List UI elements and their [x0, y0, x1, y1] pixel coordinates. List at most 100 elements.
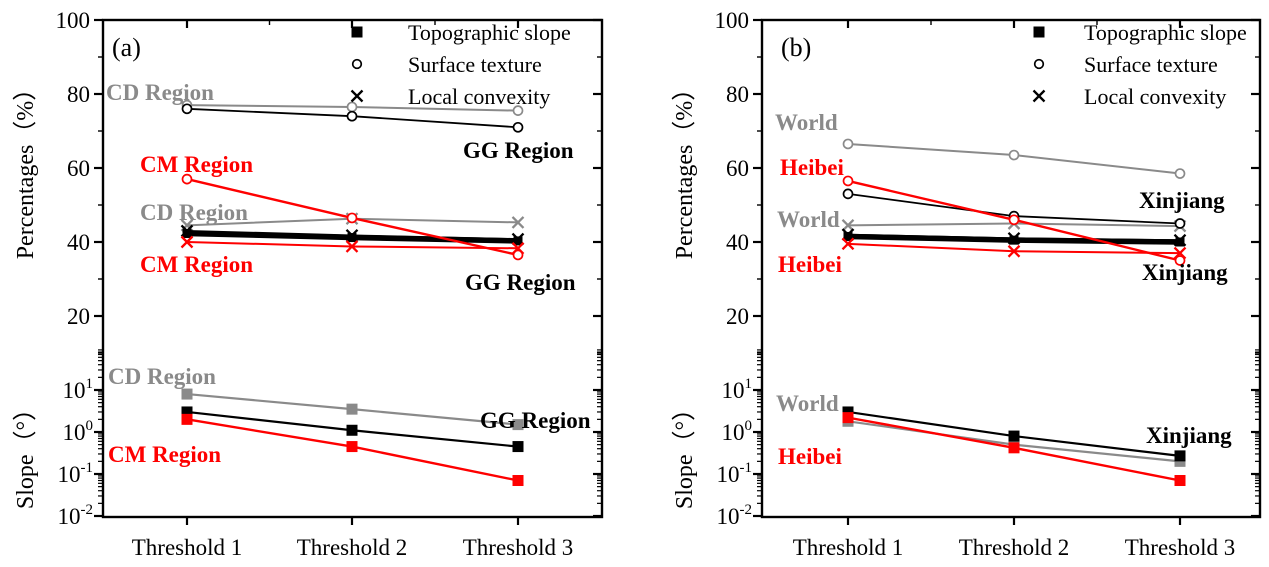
- series-gg-region-topographic-slope-square-marker: [182, 228, 192, 238]
- panel-a-upper-series: [180, 99, 525, 261]
- panel-b-upper-series: [841, 138, 1187, 266]
- series-cm-region-local-convexity-x-marker: [345, 240, 359, 253]
- region-label: Xinjiang: [1139, 188, 1225, 213]
- y-tick-label-log: 100: [63, 418, 94, 445]
- series-heibei-surface-texture-circle-marker: [842, 175, 854, 187]
- series-xinjiang-surface-texture-circle-marker: [1174, 218, 1186, 229]
- series-heibei-surface-texture-circle-marker: [1174, 255, 1186, 266]
- panel-tag: (b): [781, 33, 811, 62]
- panel-a-lower-series: [181, 388, 524, 487]
- series-gg-region-surface-texture-circle-marker: [512, 121, 524, 133]
- y-tick-label-log: 101: [63, 376, 94, 403]
- legend-label: Topographic slope: [1084, 20, 1247, 45]
- y-tick-label-log: 10-2: [58, 502, 94, 529]
- series-gg-region-topographic-slope-square-marker: [347, 233, 357, 243]
- series-cm-region-topographic-slope-square-marker: [346, 441, 358, 453]
- series-heibei-topographic-slope-square-marker: [1008, 442, 1020, 454]
- panel-a-chart: 100 80 60 40 20 101 100 10-1 10-2 Percentages（%） S…: [13, 8, 604, 560]
- axis-ticks: [753, 18, 1260, 525]
- series-heibei-local-convexity-x-marker: [1007, 244, 1021, 258]
- legend-label: Local convexity: [408, 84, 550, 109]
- series-heibei-surface-texture-circle-marker: [1008, 214, 1020, 226]
- series-cd-region-local-convexity-x-marker: [511, 216, 525, 229]
- series-gg-region-surface-texture-circle-marker: [181, 103, 193, 115]
- series-cm-region-local-convexity-x-marker: [511, 241, 525, 255]
- legend-x-icon: [350, 89, 364, 103]
- series-cm-region-surface-texture-circle-marker: [346, 212, 358, 224]
- region-label: CM Region: [140, 252, 253, 277]
- region-label: CD Region: [108, 364, 216, 389]
- series-cm-region-local-convexity-x-marker: [180, 235, 194, 249]
- series-cd-region-surface-texture-circle-marker: [346, 101, 358, 113]
- region-label: Xinjiang: [1146, 423, 1232, 448]
- region-label: Heibei: [778, 252, 842, 277]
- series-gg-region-topographic-slope-square-marker: [512, 441, 524, 453]
- series-world-surface-texture-circle-marker: [842, 138, 854, 150]
- series-gg-region-topographic-slope-square-marker: [513, 236, 523, 246]
- upper-y-axis-title: Percentages（%）: [13, 77, 39, 260]
- legend-circle-icon: [351, 58, 363, 70]
- legend: Topographic slope Surface texture Local co…: [350, 20, 571, 109]
- panel-b-lower-series: [842, 406, 1186, 487]
- region-label: CD Region: [106, 80, 214, 105]
- upper-y-axis-title: Percentages（%）: [672, 77, 698, 260]
- series-heibei-topographic-slope-square-marker: [1174, 475, 1186, 487]
- series-cm-region-surface-texture-circle-marker: [512, 249, 524, 261]
- panel-b-chart: 100 80 60 40 20 101 100 10-1 10-2 Percentages（%） S…: [672, 8, 1262, 560]
- series-cd-region-surface-texture-circle-marker: [512, 105, 524, 117]
- x-tick-label: Threshold 2: [959, 535, 1070, 560]
- y-tick-label-percent: 100: [715, 8, 750, 33]
- region-label: World: [776, 391, 839, 416]
- region-label: GG Region: [465, 270, 576, 295]
- series-world-surface-texture-circle-marker: [1008, 149, 1020, 161]
- region-label: GG Region: [480, 408, 591, 433]
- region-label: CM Region: [108, 442, 221, 467]
- x-tick-label: Threshold 2: [297, 535, 408, 560]
- series-xinjiang-topographic-slope-square-marker: [843, 231, 853, 241]
- region-label: CM Region: [140, 152, 253, 177]
- y-tick-label-percent: 80: [726, 82, 749, 107]
- series-heibei-local-convexity-x-marker: [841, 237, 855, 251]
- y-tick-label-percent: 80: [67, 82, 90, 107]
- legend-label: Topographic slope: [408, 20, 571, 45]
- series-heibei-topographic-slope-square-marker: [842, 412, 854, 424]
- y-tick-label-log: 100: [722, 418, 753, 445]
- legend-square-icon: [1033, 26, 1045, 38]
- lower-y-axis-title: Slope（°）: [13, 397, 39, 509]
- x-tick-label: Threshold 1: [132, 535, 243, 560]
- y-tick-label-log: 101: [722, 376, 753, 403]
- legend-square-icon: [351, 26, 363, 38]
- region-label: World: [777, 207, 840, 232]
- series-gg-region-topographic-slope-square-marker: [346, 424, 358, 436]
- region-label: Xinjiang: [1142, 260, 1228, 285]
- x-tick-label: Threshold 3: [1125, 535, 1236, 560]
- y-tick-label-percent: 20: [67, 304, 90, 329]
- series-cm-region-topographic-slope-square-marker: [181, 413, 193, 425]
- region-label: Heibei: [778, 444, 842, 469]
- panel-tag: (a): [112, 33, 141, 62]
- y-tick-label-log: 10-1: [58, 460, 94, 487]
- y-tick-label-percent: 20: [726, 304, 749, 329]
- series-xinjiang-topographic-slope-square-marker: [1175, 237, 1185, 247]
- x-tick-label: Threshold 1: [793, 535, 904, 560]
- legend-x-icon: [1032, 89, 1046, 103]
- series-gg-region-topographic-slope-square-marker: [181, 406, 193, 418]
- region-label: GG Region: [463, 138, 574, 163]
- series-cd-region-topographic-slope-square-marker: [512, 419, 524, 431]
- series-xinjiang-topographic-slope-square-marker: [1009, 235, 1019, 245]
- y-tick-label-percent: 60: [726, 156, 749, 181]
- y-tick-label-percent: 100: [56, 8, 91, 33]
- series-gg-region-surface-texture-circle-marker: [346, 110, 358, 122]
- series-xinjiang-topographic-slope-square-marker: [1174, 450, 1186, 462]
- series-xinjiang-topographic-slope-square-marker: [842, 406, 854, 418]
- panel-b-root: 100 80 60 40 20 101 100 10-1 10-2 Percentages（%） S…: [672, 8, 1262, 560]
- series-xinjiang-surface-texture-circle-marker: [842, 188, 854, 200]
- legend-circle-icon: [1033, 58, 1045, 70]
- legend-label: Surface texture: [408, 52, 542, 77]
- y-tick-label-log: 10-2: [717, 502, 753, 529]
- y-tick-label-percent: 40: [726, 230, 749, 255]
- legend: Topographic slope Surface texture Local co…: [1032, 20, 1247, 109]
- x-tick-label: Threshold 3: [463, 535, 574, 560]
- series-cd-region-topographic-slope-square-marker: [346, 403, 358, 415]
